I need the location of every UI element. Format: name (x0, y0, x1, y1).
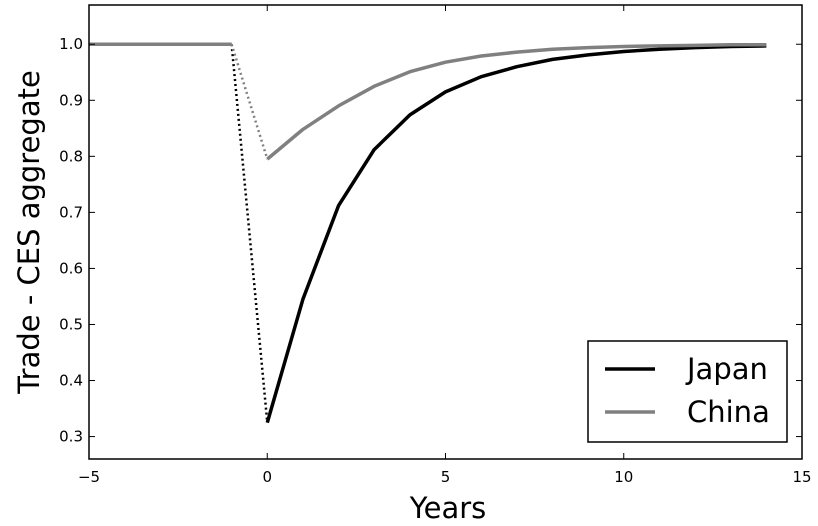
series-china-drop-line (230, 43, 269, 160)
x-tick-label: 0 (262, 468, 272, 486)
series-china-post-line (266, 43, 767, 161)
y-tick-label: 0.6 (59, 259, 83, 277)
legend-label-japan: Japan (685, 352, 768, 386)
ticks-layer: −5 0 5 10 15 0.3 0.4 0.5 0.6 0.7 0.8 0.9 1.0 (59, 5, 812, 486)
legend-label-china: China (687, 395, 770, 429)
x-tick-label: 10 (614, 468, 633, 486)
y-tick-label: 0.5 (59, 315, 83, 333)
x-tick-label: 15 (792, 468, 811, 486)
legend: Japan China (587, 340, 788, 443)
y-axis-label: Trade - CES aggregate (12, 70, 46, 395)
x-axis-label: Years (409, 491, 487, 525)
x-tick-label: 5 (441, 468, 451, 486)
y-tick-label: 1.0 (59, 35, 83, 53)
series-layer (89, 42, 767, 424)
y-tick-label: 0.9 (59, 91, 83, 109)
series-japan-drop-line (230, 44, 269, 423)
series-japan-post-line (265, 44, 767, 424)
y-tick-label: 0.3 (59, 428, 83, 446)
y-tick-label: 0.7 (59, 203, 83, 221)
legend-box (587, 340, 788, 443)
y-tick-label: 0.8 (59, 147, 83, 165)
x-tick-label: −5 (78, 468, 100, 486)
y-tick-label: 0.4 (59, 372, 83, 390)
